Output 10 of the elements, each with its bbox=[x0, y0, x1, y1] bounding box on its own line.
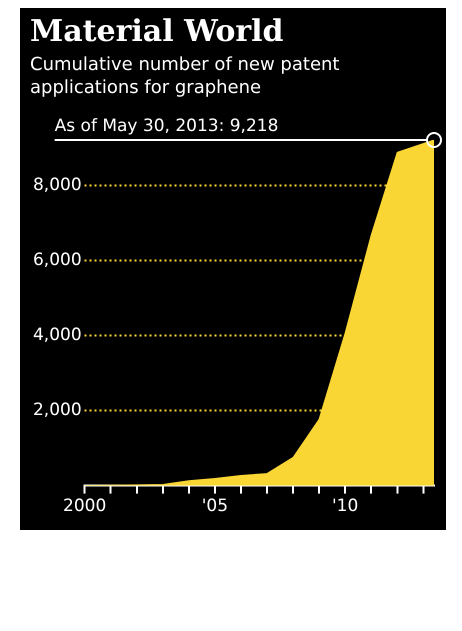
chart-title: Material World bbox=[29, 14, 285, 49]
y-tick-label: 4,000 bbox=[32, 324, 82, 345]
x-tick-label: '05 bbox=[202, 496, 228, 516]
x-tick-label: 2000 bbox=[63, 496, 106, 516]
y-tick-label: 8,000 bbox=[32, 174, 82, 195]
x-tick-label: '10 bbox=[332, 496, 358, 516]
y-tick-label: 2,000 bbox=[32, 400, 82, 420]
chart-subtitle: Cumulative number of new patent applications for graphene bbox=[29, 53, 340, 100]
y-tick-label: 6,000 bbox=[32, 250, 82, 270]
ref-line-label: As of May 30, 2013: 9,218 bbox=[54, 116, 278, 136]
